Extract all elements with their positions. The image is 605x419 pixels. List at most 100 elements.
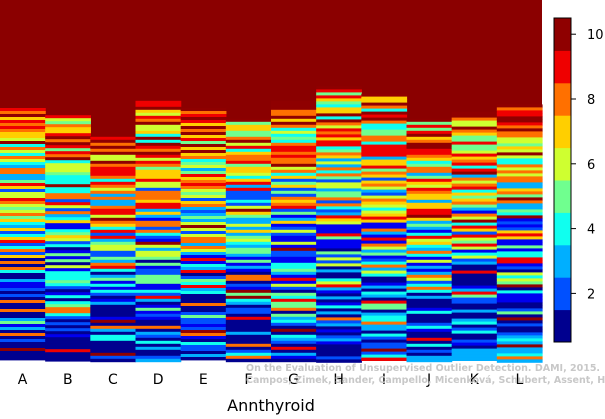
heatmap-cell [406, 307, 453, 312]
heatmap-cell [0, 336, 46, 340]
heatmap-cell [361, 267, 408, 271]
heatmap-cell [45, 124, 91, 128]
heatmap-cell [451, 129, 498, 133]
heatmap-cell [271, 328, 317, 333]
heatmap-cell [271, 334, 317, 339]
heatmap-cell [316, 347, 362, 351]
heatmap-cell [0, 168, 46, 172]
heatmap-cell [316, 161, 362, 165]
heatmap-cell [496, 215, 543, 219]
heatmap-cell [225, 121, 272, 126]
heatmap-cell [271, 331, 317, 336]
heatmap-cell [225, 340, 272, 345]
heatmap-cell [271, 265, 317, 270]
heatmap-cell [0, 117, 46, 121]
heatmap-cell [451, 228, 498, 232]
heatmap-cell [451, 111, 498, 115]
heatmap-cell [180, 189, 227, 193]
heatmap-cell [451, 126, 498, 130]
heatmap-cell [180, 357, 227, 361]
heatmap-cell [496, 131, 543, 135]
heatmap-cell [180, 330, 227, 334]
heatmap-cell [451, 255, 498, 259]
heatmap-cell [90, 259, 137, 264]
heatmap-cell [496, 146, 543, 150]
heatmap-cell [225, 346, 272, 351]
heatmap-cell [271, 193, 317, 198]
heatmap-cell [451, 300, 498, 304]
heatmap-cell [451, 270, 498, 274]
heatmap-cell [135, 214, 182, 219]
heatmap-cell [0, 138, 46, 142]
heatmap-cell [316, 350, 362, 354]
heatmap-cell [90, 241, 137, 246]
heatmap-cell [135, 121, 182, 126]
heatmap-cell [316, 191, 362, 195]
heatmap-cell [451, 201, 498, 205]
heatmap-cell [451, 204, 498, 208]
heatmap-cell [0, 210, 46, 214]
heatmap-cell [316, 98, 362, 102]
heatmap-cell [451, 210, 498, 214]
heatmap-cell [90, 214, 137, 219]
heatmap-cell [316, 137, 362, 141]
heatmap-cell [135, 124, 182, 129]
heatmap-cell [361, 339, 408, 343]
heatmap-cell [180, 117, 227, 121]
heatmap-cell [135, 193, 182, 198]
heatmap-cell [0, 294, 46, 298]
heatmap-cell [180, 252, 227, 256]
heatmap-cell [496, 119, 543, 123]
heatmap-cell [271, 241, 317, 246]
heatmap-cell [316, 215, 362, 219]
heatmap-cell [361, 228, 408, 232]
heatmap-cell [451, 354, 498, 358]
heatmap-cell [180, 333, 227, 337]
heatmap-cell [225, 190, 272, 195]
heatmap-cell [451, 330, 498, 334]
heatmap-cell [406, 208, 453, 213]
heatmap-cell [496, 200, 543, 204]
heatmap-cell [271, 208, 317, 213]
heatmap-cell [135, 133, 182, 138]
heatmap-cell [135, 211, 182, 216]
heatmap-cell [90, 193, 137, 198]
heatmap-cell [90, 358, 137, 363]
heatmap-cell [45, 343, 91, 347]
heatmap-cell [135, 100, 182, 105]
heatmap-cell [451, 162, 498, 166]
heatmap-cell [271, 121, 317, 126]
heatmap-cell [45, 274, 91, 278]
heatmap-cell [0, 147, 46, 151]
heatmap-cell [135, 127, 182, 132]
heatmap-cell [496, 167, 543, 171]
colorbar-segment [554, 147, 571, 181]
heatmap-cell [406, 352, 453, 357]
heatmap-cell [361, 333, 408, 337]
heatmap-cell [316, 104, 362, 108]
heatmap-cell [271, 358, 317, 363]
heatmap-cell [271, 316, 317, 321]
heatmap-cell [361, 270, 408, 274]
heatmap-cell [45, 229, 91, 233]
heatmap-cell [45, 277, 91, 281]
heatmap-cell [45, 310, 91, 314]
heatmap-cell [0, 129, 46, 133]
heatmap-cell [271, 304, 317, 309]
heatmap-cell [451, 120, 498, 124]
heatmap-cell [316, 101, 362, 105]
heatmap-cell [90, 313, 137, 318]
heatmap-cell [90, 184, 137, 189]
heatmap-cell [406, 214, 453, 219]
heatmap-cell [90, 340, 137, 345]
heatmap-cell [0, 291, 46, 295]
heatmap-cell [316, 218, 362, 222]
heatmap-cell [496, 134, 543, 138]
heatmap-cell [451, 246, 498, 250]
heatmap-cell [225, 307, 272, 312]
heatmap-cell [451, 147, 498, 151]
heatmap-cell [496, 266, 543, 270]
heatmap-cell [180, 324, 227, 328]
heatmap-cell [225, 214, 272, 219]
heatmap-cell [45, 232, 91, 236]
